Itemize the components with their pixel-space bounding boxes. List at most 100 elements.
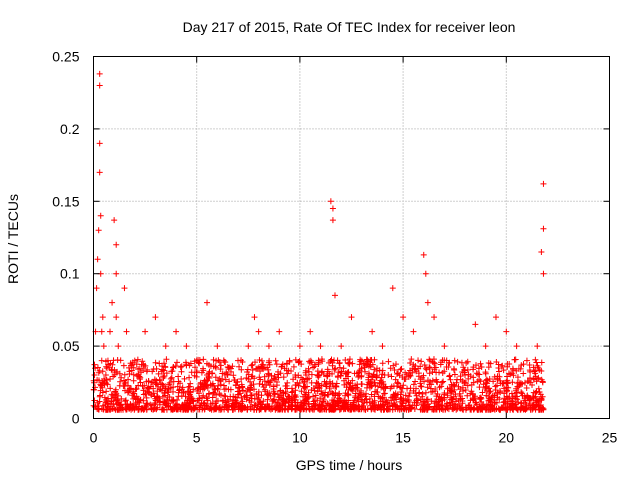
roti-band-point <box>315 372 322 379</box>
roti-band-point <box>238 375 245 382</box>
roti-band-point <box>200 356 207 363</box>
roti-band-point <box>103 388 110 395</box>
roti-band-point <box>127 401 134 408</box>
roti-data-point <box>104 357 111 364</box>
roti-band-point <box>224 396 231 403</box>
roti-band-point <box>482 369 489 376</box>
roti-band-point <box>327 357 334 364</box>
roti-band-point <box>256 356 263 363</box>
roti-band-point <box>257 368 264 375</box>
roti-band-point <box>184 388 191 395</box>
roti-band-point <box>538 376 545 383</box>
roti-band-point <box>179 401 186 408</box>
roti-band-point <box>463 379 470 386</box>
roti-band-point <box>130 371 137 378</box>
roti-band-point <box>358 365 365 372</box>
roti-band-point <box>353 402 360 409</box>
roti-band-point <box>332 365 339 372</box>
roti-band-point <box>306 405 313 412</box>
roti-band-point <box>451 367 458 374</box>
roti-data-point <box>142 328 149 335</box>
roti-band-point <box>236 363 243 370</box>
roti-band-point <box>249 361 256 368</box>
roti-band-point <box>261 404 268 411</box>
y-tick-label: 0.15 <box>52 193 79 209</box>
roti-band-point <box>253 365 260 372</box>
roti-band-point <box>103 396 110 403</box>
roti-band-point <box>301 400 308 407</box>
roti-band-point <box>390 393 397 400</box>
roti-band-point <box>321 392 328 399</box>
roti-band-point <box>152 359 159 366</box>
y-tick-label: 0 <box>72 411 80 427</box>
roti-band-point <box>255 394 262 401</box>
roti-band-point <box>437 361 444 368</box>
roti-band-point <box>274 371 281 378</box>
roti-band-point <box>373 372 380 379</box>
roti-band-point <box>139 383 146 390</box>
roti-band-point <box>427 357 434 364</box>
roti-band-point <box>214 385 221 392</box>
roti-band-point <box>367 362 374 369</box>
roti-band-point <box>210 363 217 370</box>
roti-band-point <box>298 388 305 395</box>
roti-band-point <box>463 360 470 367</box>
roti-band-point <box>379 395 386 402</box>
roti-band-point <box>265 370 272 377</box>
roti-band-point <box>485 364 492 371</box>
roti-data-point <box>94 256 101 263</box>
roti-band-point <box>183 361 190 368</box>
roti-band-point <box>259 381 266 388</box>
roti-band-point <box>314 380 321 387</box>
roti-band-point <box>187 380 194 387</box>
roti-band-point <box>118 395 125 402</box>
roti-band-point <box>248 399 255 406</box>
roti-band-point <box>140 397 147 404</box>
roti-data-point <box>540 180 547 187</box>
roti-data-point <box>102 372 109 379</box>
roti-data-point <box>100 343 107 350</box>
roti-band-point <box>417 383 424 390</box>
roti-band-point <box>415 370 422 377</box>
roti-band-point <box>264 396 271 403</box>
roti-band-point <box>274 390 281 397</box>
roti-band-point <box>248 382 255 389</box>
roti-data-point <box>410 328 417 335</box>
roti-band-point <box>275 396 282 403</box>
roti-band-point <box>420 402 427 409</box>
y-tick-label: 0.1 <box>60 266 80 282</box>
roti-band-point <box>421 378 428 385</box>
roti-band-point <box>205 404 212 411</box>
roti-data-point <box>538 248 545 255</box>
roti-band-point <box>156 377 163 384</box>
roti-band-point <box>464 392 471 399</box>
roti-band-point <box>306 393 313 400</box>
roti-band-point <box>109 361 116 368</box>
roti-band-point <box>485 397 492 404</box>
roti-band-point <box>102 406 109 413</box>
roti-band-point <box>255 388 262 395</box>
roti-band-point <box>219 370 226 377</box>
roti-band-point <box>247 403 254 410</box>
roti-band-point <box>186 374 193 381</box>
roti-band-point <box>388 373 395 380</box>
roti-band-point <box>199 386 206 393</box>
roti-band-point <box>330 406 337 413</box>
roti-band-point <box>275 374 282 381</box>
roti-band-point <box>363 356 370 363</box>
roti-band-point <box>532 356 539 363</box>
roti-band-point <box>112 406 119 413</box>
roti-data-point <box>109 299 116 306</box>
roti-band-point <box>195 384 202 391</box>
roti-band-point <box>211 405 218 412</box>
roti-band-point <box>477 378 484 385</box>
roti-band-point <box>223 403 230 410</box>
roti-band-point <box>212 374 219 381</box>
roti-band-point <box>446 385 453 392</box>
roti-band-point <box>314 371 321 378</box>
roti-band-point <box>514 374 521 381</box>
roti-band-point <box>167 375 174 382</box>
roti-data-point <box>251 314 258 321</box>
roti-band-point <box>274 399 281 406</box>
roti-data-point <box>523 357 530 364</box>
